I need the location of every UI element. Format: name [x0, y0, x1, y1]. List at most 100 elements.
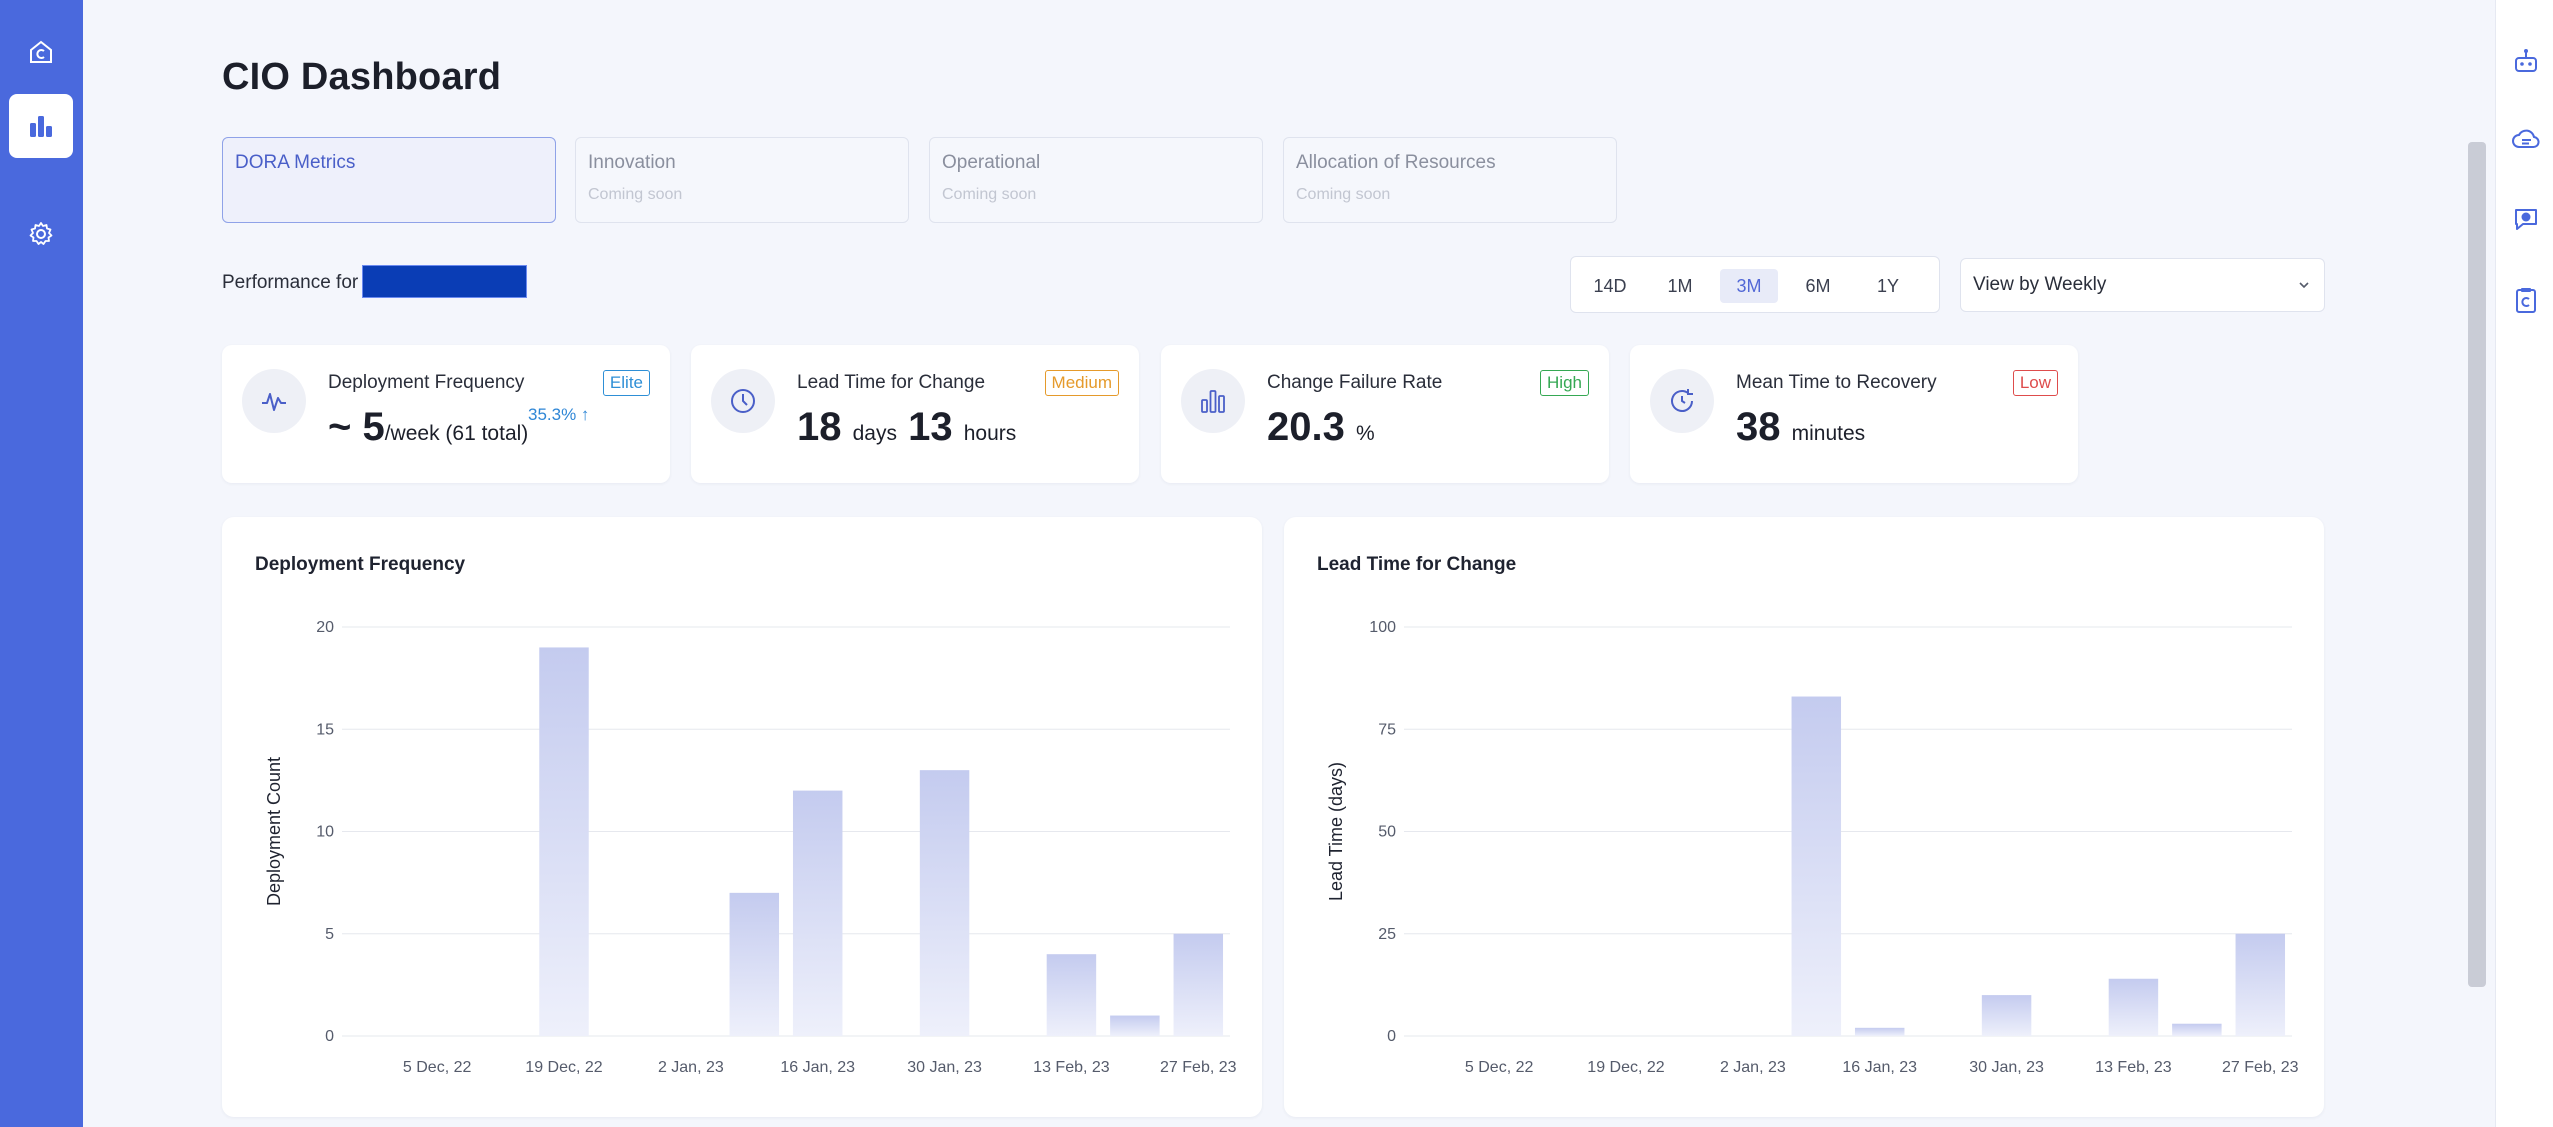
chart-panel-lead-time: Lead Time for Change 0 25 50 75 100 5 Dec, 22… — [1284, 517, 2324, 1117]
chart-bar[interactable] — [539, 647, 589, 1036]
metric-title: Mean Time to Recovery — [1736, 372, 1937, 393]
metric-card-deployment-frequency[interactable]: Deployment Frequency Elite ~ 5/week (61 … — [222, 345, 670, 483]
bar-chart-icon — [1201, 390, 1225, 413]
sidebar-item-home[interactable] — [9, 20, 73, 84]
tab-operational[interactable]: Operational Coming soon — [929, 137, 1263, 223]
view-by-value: View by Weekly — [1973, 274, 2107, 295]
metric-card-change-failure-rate[interactable]: Change Failure Rate High 20.3 % — [1161, 345, 1609, 483]
right-rail — [2495, 0, 2553, 1127]
y-tick-label: 10 — [316, 824, 334, 841]
left-sidebar — [0, 0, 83, 1127]
range-option-14d[interactable]: 14D — [1593, 275, 1627, 296]
metric-unit: % — [1355, 422, 1375, 445]
status-badge: Low — [2012, 370, 2058, 396]
chart-bar[interactable] — [1791, 696, 1842, 1036]
metric-value-number: ~ 5 — [328, 405, 385, 449]
status-badge: Medium — [1044, 370, 1119, 396]
metric-title: Change Failure Rate — [1267, 372, 1443, 393]
y-tick-label: 0 — [325, 1028, 334, 1045]
chart-bar[interactable] — [1173, 933, 1224, 1036]
range-option-1m[interactable]: 1M — [1667, 275, 1693, 296]
tab-subtext: Coming soon — [942, 186, 1037, 203]
x-tick-label: 16 Jan, 23 — [1842, 1059, 1917, 1076]
y-tick-label: 100 — [1369, 619, 1396, 636]
tab-label: Operational — [942, 152, 1041, 173]
y-tick-label: 5 — [325, 926, 334, 943]
bar-chart-icon — [30, 116, 52, 137]
metric-card-lead-time[interactable]: Lead Time for Change Medium 18 days 13 h… — [691, 345, 1139, 483]
metric-icon-wrap — [1181, 369, 1245, 433]
performance-label: Performance for — [222, 272, 359, 293]
x-tick-label: 30 Jan, 23 — [907, 1059, 982, 1076]
chart-bar[interactable] — [1046, 954, 1097, 1036]
status-badge: High — [1540, 370, 1589, 396]
y-tick-label: 20 — [316, 619, 334, 636]
clock-icon — [731, 389, 755, 413]
metric-unit-hours: hours — [963, 422, 1017, 445]
chart-bar[interactable] — [2235, 933, 2286, 1036]
x-tick-label: 27 Feb, 23 — [2222, 1059, 2299, 1076]
time-range-selector: 14D 1M 3M 6M 1Y — [1570, 256, 1940, 313]
chart-bar[interactable] — [729, 892, 780, 1036]
metric-value: 20.3 % — [1267, 405, 1375, 450]
clipboard-icon — [2516, 288, 2536, 313]
range-option-1y[interactable]: 1Y — [1876, 275, 1900, 296]
chevron-down-icon — [2299, 282, 2309, 289]
performance-target-select[interactable] — [362, 265, 527, 298]
y-tick-label: 0 — [1387, 1028, 1396, 1045]
metric-icon-wrap — [711, 369, 775, 433]
cloud-chat-button[interactable] — [2510, 124, 2542, 156]
chart-bar[interactable] — [792, 790, 843, 1036]
chart-bar[interactable] — [1110, 1015, 1160, 1036]
scrollbar-thumb[interactable] — [2468, 142, 2486, 987]
clipboard-button[interactable] — [2510, 284, 2542, 316]
x-tick-label: 19 Dec, 22 — [1587, 1059, 1664, 1076]
tab-subtext: Coming soon — [588, 186, 683, 203]
robot-icon — [2515, 49, 2537, 72]
metric-value: ~ 5/week (61 total) — [328, 405, 528, 450]
help-chat-button[interactable] — [2510, 203, 2542, 235]
y-tick-label: 50 — [1378, 824, 1396, 841]
sidebar-item-dashboard[interactable] — [9, 94, 73, 158]
tab-label: Innovation — [588, 152, 676, 173]
metric-value: 18 days 13 hours — [797, 405, 1016, 450]
x-tick-label: 13 Feb, 23 — [2095, 1059, 2172, 1076]
metric-title: Lead Time for Change — [797, 372, 986, 393]
chart-title: Lead Time for Change — [1317, 554, 1517, 575]
metric-value-number: 38 — [1736, 405, 1781, 449]
robot-button[interactable] — [2510, 45, 2542, 77]
pulse-icon — [262, 393, 286, 411]
chart-bar[interactable] — [1854, 1027, 1905, 1036]
recovery-clock-icon — [1671, 389, 1693, 412]
metric-unit-days: days — [852, 422, 897, 445]
y-tick-label: 25 — [1378, 926, 1396, 943]
chart-title: Deployment Frequency — [255, 554, 466, 575]
x-tick-label: 5 Dec, 22 — [403, 1059, 472, 1076]
x-tick-label: 16 Jan, 23 — [780, 1059, 855, 1076]
view-by-select[interactable]: View by Weekly — [1960, 258, 2325, 312]
sidebar-item-settings[interactable] — [9, 202, 73, 266]
lead-time-chart: 0 25 50 75 100 5 Dec, 22 19 Dec, 22 2 Jan, 23 16… — [1326, 619, 2299, 1076]
tab-innovation[interactable]: Innovation Coming soon — [575, 137, 909, 223]
tab-subtext: Coming soon — [1296, 186, 1391, 203]
chart-bar[interactable] — [1981, 995, 2032, 1036]
y-tick-label: 15 — [316, 721, 334, 738]
range-option-3m[interactable]: 3M — [1720, 269, 1778, 303]
tab-allocation-of-resources[interactable]: Allocation of Resources Coming soon — [1283, 137, 1617, 223]
metric-value-days: 18 — [797, 405, 842, 449]
range-option-6m[interactable]: 6M — [1805, 275, 1831, 296]
chart-bar[interactable] — [2172, 1023, 2222, 1036]
metric-unit: /week (61 total) — [384, 422, 529, 445]
metric-icon-wrap — [242, 369, 306, 433]
x-tick-label: 2 Jan, 23 — [1720, 1059, 1786, 1076]
tab-label: DORA Metrics — [235, 152, 356, 173]
x-tick-label: 5 Dec, 22 — [1465, 1059, 1534, 1076]
chart-bar[interactable] — [919, 770, 970, 1036]
x-tick-label: 27 Feb, 23 — [1160, 1059, 1237, 1076]
tab-dora-metrics[interactable]: DORA Metrics — [222, 137, 556, 223]
chart-bar[interactable] — [2108, 978, 2159, 1036]
gear-icon — [29, 222, 53, 245]
tab-label: Allocation of Resources — [1296, 152, 1496, 173]
x-tick-label: 19 Dec, 22 — [525, 1059, 602, 1076]
metric-card-mean-time-to-recovery[interactable]: Mean Time to Recovery Low 38 minutes — [1630, 345, 2078, 483]
